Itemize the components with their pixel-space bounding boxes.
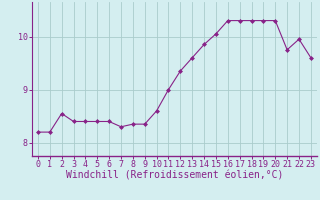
X-axis label: Windchill (Refroidissement éolien,°C): Windchill (Refroidissement éolien,°C): [66, 171, 283, 181]
